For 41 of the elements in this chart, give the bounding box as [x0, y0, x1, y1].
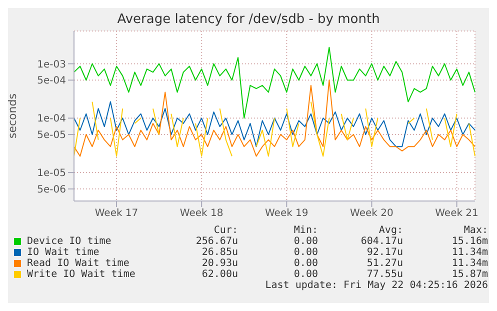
y-axis-title: seconds — [6, 93, 19, 138]
text: 15.87m — [450, 269, 488, 280]
legend-label: Device IO time — [26, 236, 112, 247]
legend-label: Read IO Wait time — [26, 258, 130, 269]
text: 11.34m — [450, 258, 488, 269]
y-tick-label: 5e-04 — [37, 76, 66, 87]
y-tick-label: 1e-05 — [37, 168, 66, 180]
x-tick-label: Week 17 — [94, 208, 138, 220]
line-series — [74, 46, 476, 119]
y-tick-label: 1e-03 — [37, 59, 66, 70]
text: 62.00u — [200, 269, 238, 280]
x-tick-label: Week 20 — [350, 208, 394, 220]
x-tick-label: Week 18 — [180, 208, 224, 220]
text: 0.00 — [292, 269, 318, 280]
text: Max: — [462, 225, 488, 236]
chart-title: Average latency for /dev/sdb - by month — [116, 11, 381, 27]
text: 51.27u — [366, 258, 403, 269]
legend-label: IO Wait time — [26, 247, 100, 258]
line-series — [74, 80, 476, 157]
text: 0.00 — [292, 236, 318, 247]
text: 256.67u — [194, 236, 238, 247]
y-tick-label: 1e-04 — [37, 114, 66, 125]
y-tick-label: 5e-05 — [37, 130, 66, 142]
text: Avg: — [378, 225, 403, 236]
text: 20.93u — [200, 258, 238, 269]
text: 26.85u — [200, 247, 238, 258]
text: 92.17u — [366, 247, 403, 258]
y-tick-label: 5e-06 — [37, 184, 66, 196]
text: Cur: — [212, 225, 238, 236]
text: 0.00 — [292, 258, 318, 269]
text: 604.17u — [360, 236, 403, 247]
x-tick-label: Week 19 — [264, 208, 308, 220]
text: Min: — [292, 225, 318, 236]
text: 15.16m — [450, 236, 488, 247]
text: 0.00 — [292, 247, 318, 258]
legend-label: Write IO Wait time — [26, 269, 136, 280]
text: Last update: Fri May 22 04:25:16 2026 — [264, 280, 488, 291]
text: 77.55u — [366, 269, 403, 280]
line-series — [74, 101, 476, 148]
x-tick-label: Week 21 — [435, 208, 478, 220]
text: 11.34m — [450, 247, 488, 258]
